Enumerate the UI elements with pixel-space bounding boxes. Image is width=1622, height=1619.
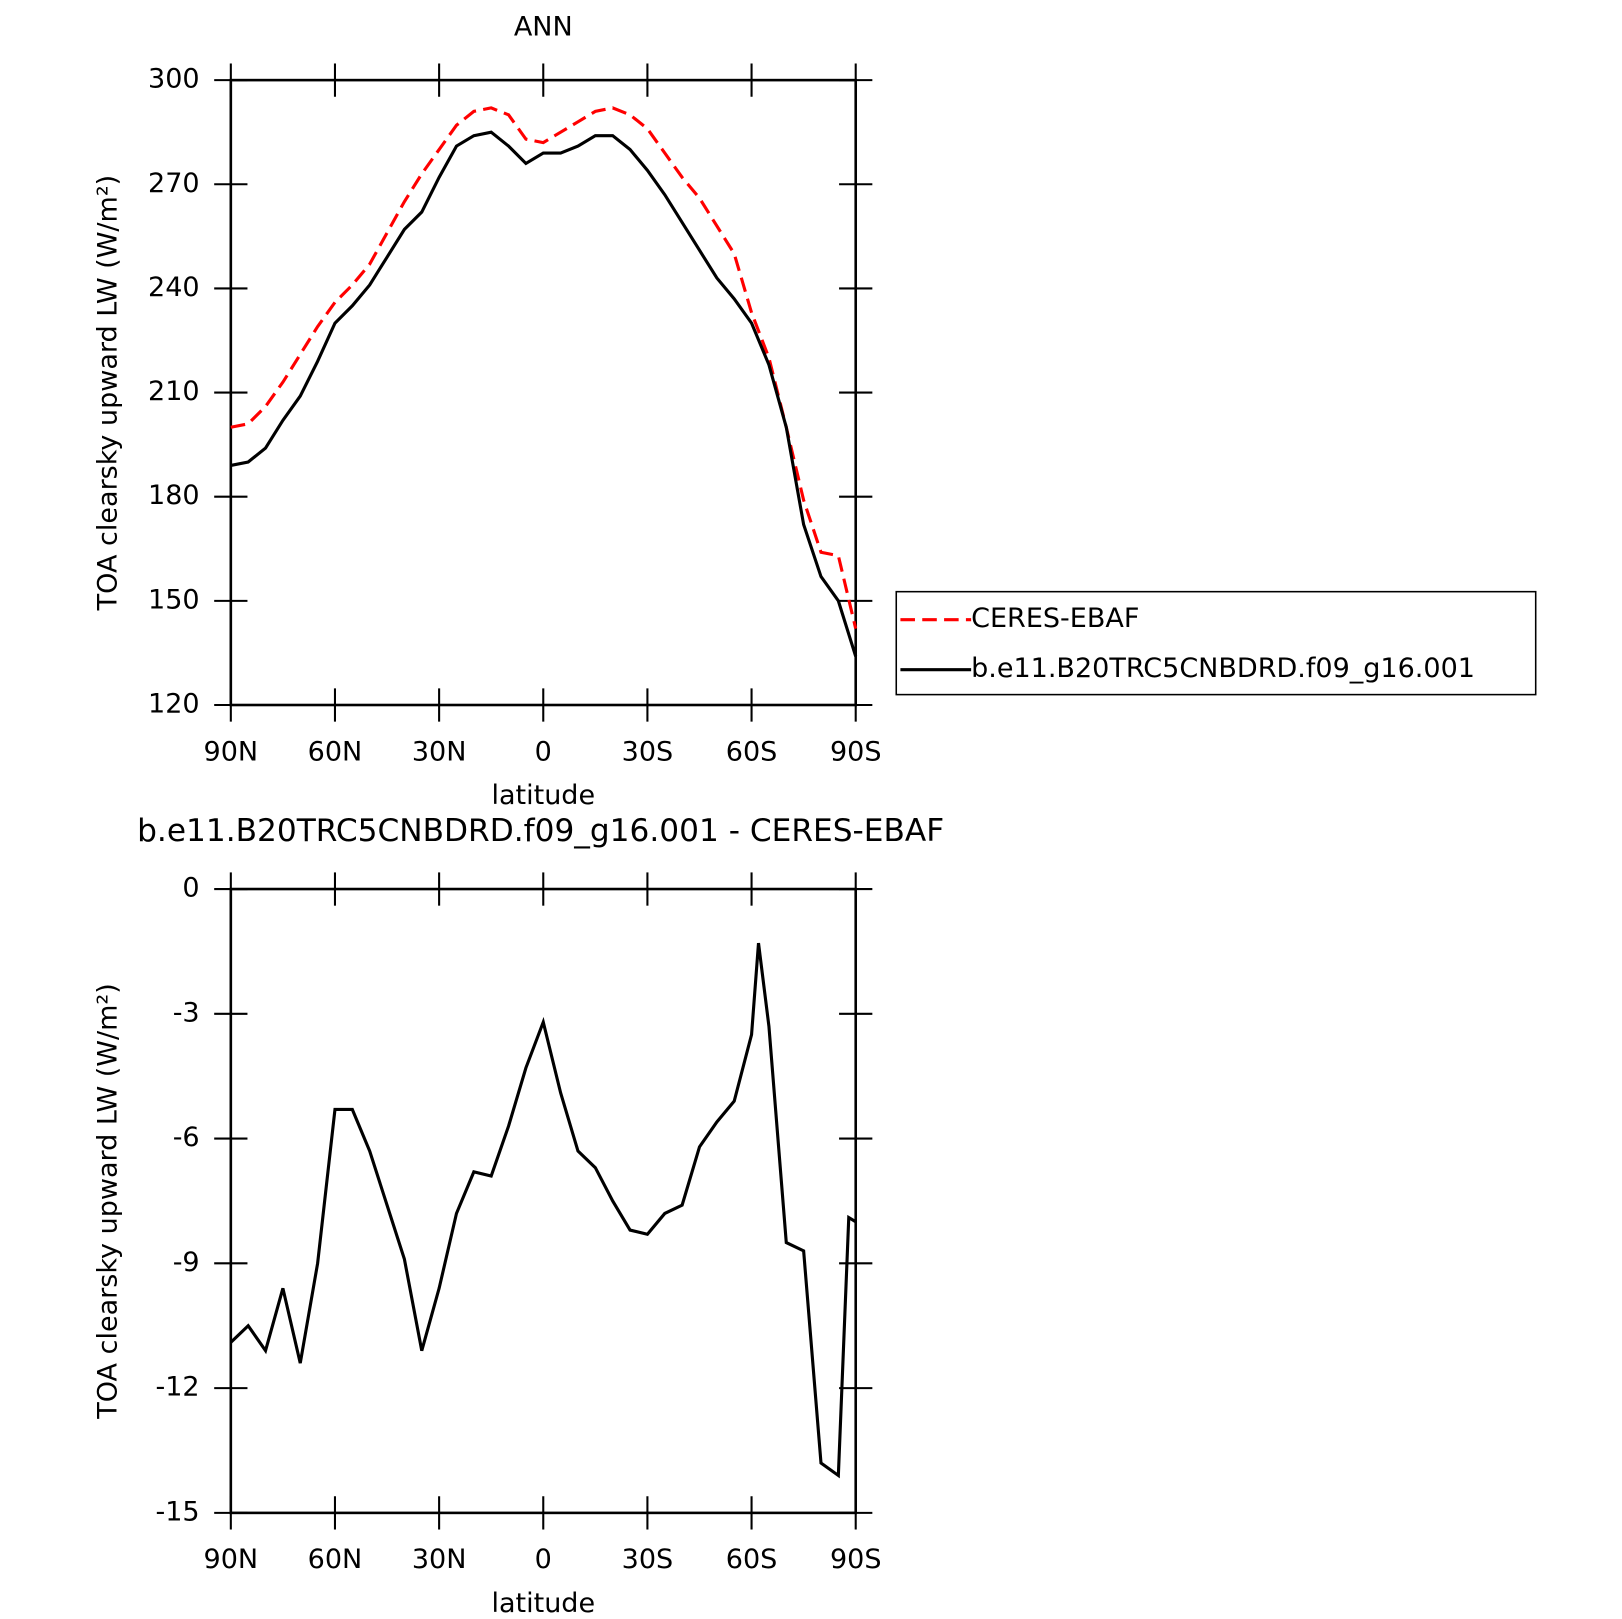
y-tick-label: -9 xyxy=(173,1247,200,1278)
y-tick-label: -3 xyxy=(173,997,200,1028)
x-tick-label: 60N xyxy=(308,736,363,767)
y-tick-label: -6 xyxy=(173,1122,200,1153)
x-axis-label: latitude xyxy=(491,780,595,811)
y-tick-label: 270 xyxy=(148,168,200,199)
x-axis-label: latitude xyxy=(491,1588,595,1619)
y-tick-label: -15 xyxy=(156,1496,200,1527)
plot-frame xyxy=(229,78,858,707)
x-tick-label: 30N xyxy=(412,736,467,767)
x-tick-label: 90S xyxy=(830,1544,882,1575)
legend-box xyxy=(895,590,1537,696)
x-tick-label: 0 xyxy=(535,1544,552,1575)
chart-title: ANN xyxy=(514,12,573,43)
y-tick-label: 150 xyxy=(148,584,200,615)
y-axis-label: TOA clearsky upward LW (W/m²) xyxy=(93,983,124,1420)
x-tick-label: 90S xyxy=(830,736,882,767)
y-tick-label: 210 xyxy=(148,376,200,407)
y-tick-label: 180 xyxy=(148,480,200,511)
x-tick-label: 60S xyxy=(726,1544,778,1575)
x-tick-label: 60N xyxy=(308,1544,363,1575)
y-axis-label: TOA clearsky upward LW (W/m²) xyxy=(93,175,124,612)
x-tick-label: 90N xyxy=(204,736,259,767)
x-tick-label: 90N xyxy=(204,1544,259,1575)
x-tick-label: 0 xyxy=(535,736,552,767)
y-tick-label: 120 xyxy=(148,689,200,720)
x-tick-label: 30N xyxy=(412,1544,467,1575)
legend-label: b.e11.B20TRC5CNBDRD.f09_g16.001 xyxy=(971,653,1475,684)
y-tick-label: 240 xyxy=(148,272,200,303)
chart-title: b.e11.B20TRC5CNBDRD.f09_g16.001 - CERES-… xyxy=(137,813,944,849)
x-tick-label: 30S xyxy=(622,1544,674,1575)
x-tick-label: 60S xyxy=(726,736,778,767)
y-tick-label: 0 xyxy=(182,873,199,904)
y-tick-label: -12 xyxy=(156,1372,200,1403)
x-tick-label: 30S xyxy=(622,736,674,767)
series-line xyxy=(229,942,857,1479)
legend-label: CERES-EBAF xyxy=(971,603,1139,634)
series-line xyxy=(230,130,858,657)
y-tick-label: 300 xyxy=(148,64,200,95)
series-line xyxy=(230,106,858,629)
